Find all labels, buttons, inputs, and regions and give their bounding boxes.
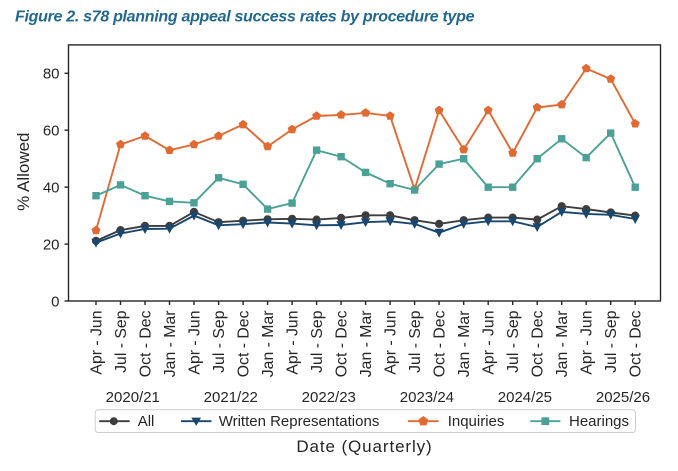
svg-text:Apr - Jun: Apr - Jun: [481, 311, 498, 375]
svg-text:All: All: [138, 413, 155, 430]
svg-text:Jul - Sep: Jul - Sep: [113, 310, 130, 373]
svg-text:Jul - Sep: Jul - Sep: [407, 310, 424, 373]
svg-text:Jan - Mar: Jan - Mar: [456, 311, 473, 378]
svg-text:Jan - Mar: Jan - Mar: [162, 311, 179, 378]
svg-text:Written Representations: Written Representations: [219, 413, 380, 430]
svg-text:Oct - Dec: Oct - Dec: [138, 310, 155, 377]
svg-text:Hearings: Hearings: [569, 413, 629, 430]
svg-text:Oct - Dec: Oct - Dec: [334, 310, 351, 377]
svg-text:0: 0: [51, 293, 59, 310]
svg-text:Apr - Jun: Apr - Jun: [383, 311, 400, 375]
svg-text:2020/21: 2020/21: [106, 389, 160, 406]
svg-text:60: 60: [43, 123, 60, 140]
svg-text:20: 20: [43, 237, 60, 254]
svg-text:Jan - Mar: Jan - Mar: [358, 311, 375, 378]
svg-text:Apr - Jun: Apr - Jun: [285, 311, 302, 375]
svg-text:Jul - Sep: Jul - Sep: [505, 310, 522, 373]
svg-text:2022/23: 2022/23: [302, 389, 356, 406]
svg-text:Jul - Sep: Jul - Sep: [211, 310, 228, 373]
svg-text:2023/24: 2023/24: [400, 389, 454, 406]
svg-text:Jan - Mar: Jan - Mar: [260, 311, 277, 378]
svg-text:Jul - Sep: Jul - Sep: [309, 310, 326, 373]
svg-text:Date (Quarterly): Date (Quarterly): [296, 437, 432, 456]
svg-text:Oct - Dec: Oct - Dec: [628, 310, 645, 377]
svg-text:Apr - Jun: Apr - Jun: [579, 311, 596, 375]
svg-text:Apr - Jun: Apr - Jun: [187, 311, 204, 375]
svg-text:Oct - Dec: Oct - Dec: [236, 310, 253, 377]
svg-text:Inquiries: Inquiries: [448, 413, 505, 430]
svg-text:Oct - Dec: Oct - Dec: [530, 310, 547, 377]
svg-text:2024/25: 2024/25: [498, 389, 552, 406]
svg-text:2025/26: 2025/26: [596, 389, 650, 406]
svg-text:Oct - Dec: Oct - Dec: [432, 310, 449, 377]
svg-text:2021/22: 2021/22: [204, 389, 258, 406]
svg-text:40: 40: [43, 180, 60, 197]
svg-text:Apr - Jun: Apr - Jun: [89, 311, 106, 375]
svg-text:% Allowed: % Allowed: [14, 132, 33, 210]
svg-text:80: 80: [43, 66, 60, 83]
svg-text:Jul - Sep: Jul - Sep: [603, 310, 620, 373]
svg-text:Jan - Mar: Jan - Mar: [554, 311, 571, 378]
svg-text:Figure 2. s78 planning appeal: Figure 2. s78 planning appeal success ra…: [15, 9, 475, 26]
